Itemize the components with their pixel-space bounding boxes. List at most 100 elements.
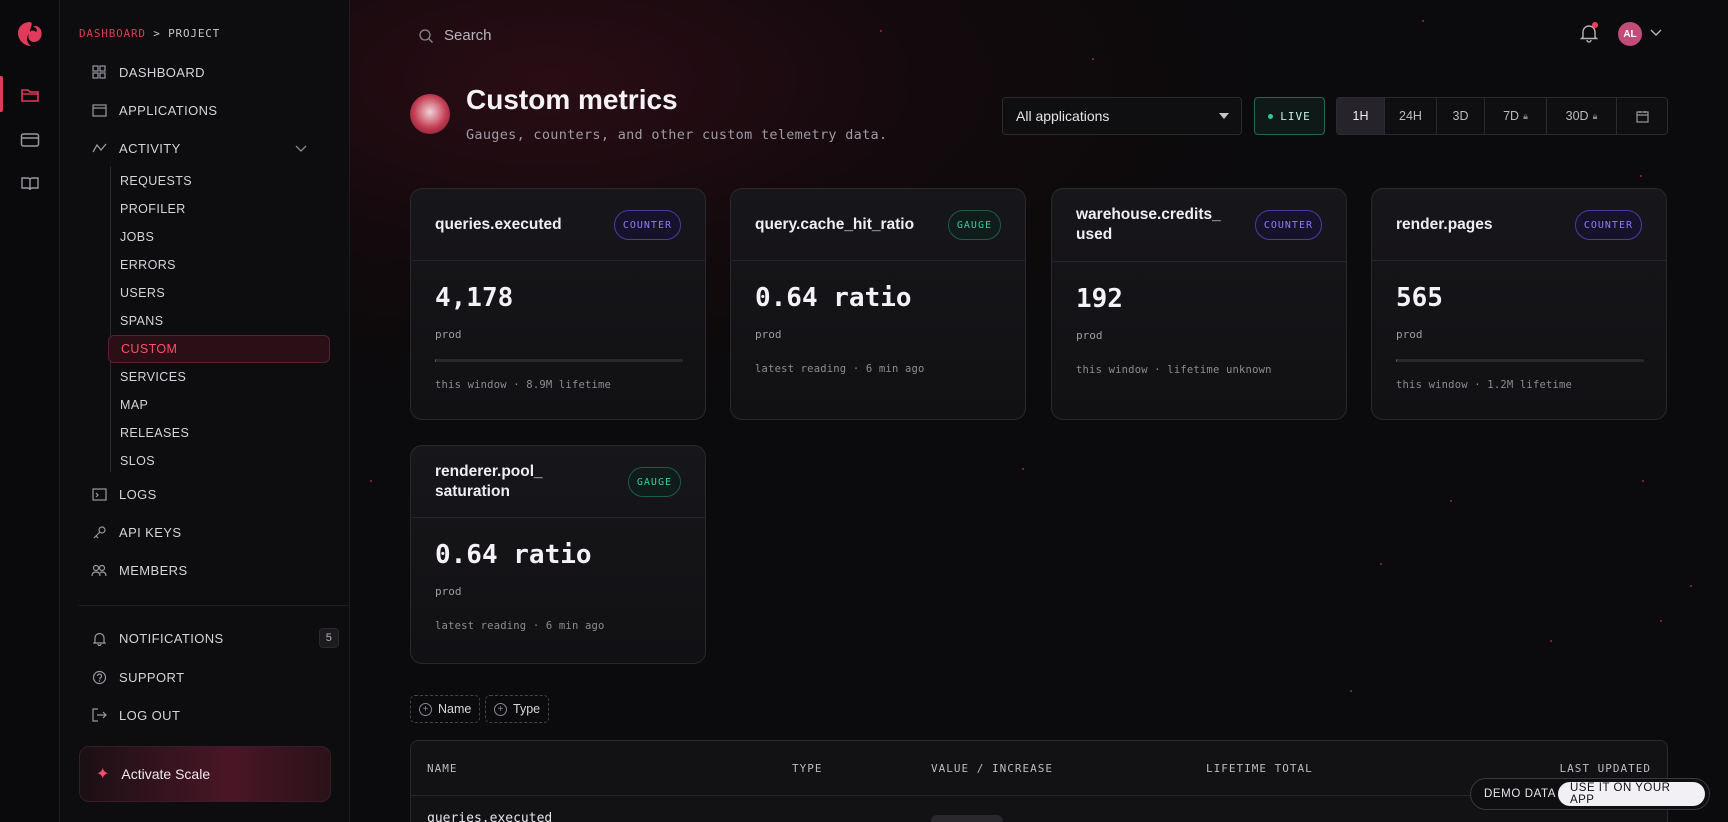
metric-footer: this window · 8.9M lifetime — [435, 379, 612, 391]
calendar-icon — [1635, 110, 1649, 123]
activate-scale-button[interactable]: ✦ Activate Scale — [79, 746, 331, 802]
metric-value: 0.64 ratio — [755, 283, 912, 313]
sidebar-item-logout[interactable]: LOG OUT — [79, 700, 319, 730]
range-3d[interactable]: 3D — [1437, 98, 1485, 134]
sidebar-subitem-profiler[interactable]: PROFILER — [120, 202, 186, 216]
metric-environment: prod — [435, 585, 462, 598]
sidebar-subitem-jobs[interactable]: JOBS — [120, 230, 155, 244]
card-icon[interactable] — [18, 128, 42, 152]
metric-name: warehouse.credits_ used — [1076, 206, 1221, 243]
metric-card[interactable]: warehouse.credits_ used COUNTER 192 prod… — [1051, 188, 1347, 420]
sidebar-item-api-keys[interactable]: API KEYS — [79, 517, 319, 547]
plus-circle-icon: + — [494, 702, 507, 716]
folder-icon[interactable] — [18, 83, 42, 107]
metric-value: 565 — [1396, 283, 1443, 313]
metric-type-badge: COUNTER — [1254, 210, 1322, 240]
grid-icon — [91, 64, 107, 80]
search-bar[interactable]: Search — [418, 27, 492, 44]
metric-type-badge: COUNTER — [1574, 210, 1642, 240]
sidebar-subitem-errors[interactable]: ERRORS — [120, 258, 176, 272]
metric-footer: latest reading · 6 min ago — [755, 363, 925, 375]
demo-data-banner: DEMO DATA USE IT ON YOUR APP — [1470, 778, 1710, 810]
filter-label: Type — [513, 702, 541, 716]
metric-card[interactable]: renderer.pool_ saturation GAUGE 0.64 rat… — [410, 445, 706, 664]
metric-environment: prod — [435, 328, 462, 341]
sidebar-item-dashboard[interactable]: DASHBOARD — [79, 57, 319, 87]
filter-name-button[interactable]: + Name — [410, 695, 481, 723]
metric-value: 4,178 — [435, 283, 514, 313]
avatar[interactable]: AL — [1618, 22, 1642, 46]
column-header-last-updated[interactable]: LAST UPDATED — [1559, 762, 1651, 775]
range-7d-label: 7D — [1503, 109, 1520, 123]
sidebar: DASHBOARD > PROJECT DASHBOARD APPLICATIO… — [60, 0, 350, 822]
sidebar-subitem-slos[interactable]: SLOS — [120, 454, 155, 468]
sidebar-item-label: MEMBERS — [119, 562, 188, 578]
main-content: Search AL Custom metrics Gauges, counter… — [350, 0, 1728, 822]
sidebar-subitem-releases[interactable]: RELEASES — [120, 426, 190, 440]
range-7d[interactable]: 7D 🔒︎ — [1485, 98, 1547, 134]
table-cell-chip — [931, 815, 1003, 822]
calendar-button[interactable] — [1617, 98, 1667, 134]
chevron-down-icon[interactable] — [1650, 26, 1662, 40]
range-30d-label: 30D — [1565, 109, 1589, 123]
users-icon — [91, 562, 107, 578]
sidebar-subitem-services[interactable]: SERVICES — [120, 370, 187, 384]
notification-dot — [1592, 22, 1598, 28]
sidebar-item-members[interactable]: MEMBERS — [79, 555, 319, 585]
range-1h[interactable]: 1H — [1337, 98, 1385, 134]
metric-type-badge: COUNTER — [613, 210, 681, 240]
project-logo-icon — [410, 94, 450, 134]
live-toggle[interactable]: LIVE — [1254, 97, 1325, 135]
sidebar-item-notifications[interactable]: NOTIFICATIONS 5 — [79, 623, 339, 653]
metric-progress-bar — [1396, 359, 1644, 362]
sidebar-item-applications[interactable]: APPLICATIONS — [79, 95, 319, 125]
metric-footer: this window · 1.2M lifetime — [1396, 379, 1573, 391]
metric-card-header: queries.executed COUNTER — [411, 189, 705, 261]
notifications-count-badge: 5 — [319, 628, 339, 648]
sidebar-item-support[interactable]: SUPPORT — [79, 662, 319, 692]
activity-icon — [91, 140, 107, 156]
search-input[interactable]: Search — [444, 27, 492, 44]
rail-active-indicator — [0, 76, 3, 112]
sidebar-subitem-requests[interactable]: REQUESTS — [120, 174, 192, 188]
sidebar-subitem-map[interactable]: MAP — [120, 398, 149, 412]
breadcrumb-root[interactable]: DASHBOARD — [79, 27, 146, 40]
sidebar-subitem-spans[interactable]: SPANS — [120, 314, 164, 328]
help-icon — [91, 669, 107, 685]
sidebar-item-label: ACTIVITY — [119, 140, 181, 156]
metric-card-header: render.pages COUNTER — [1372, 189, 1666, 261]
range-24h[interactable]: 24H — [1385, 98, 1437, 134]
sidebar-subitem-custom[interactable]: CUSTOM — [108, 335, 330, 363]
metric-card[interactable]: queries.executed COUNTER 4,178 prod this… — [410, 188, 706, 420]
metric-card[interactable]: render.pages COUNTER 565 prod this windo… — [1371, 188, 1667, 420]
table-cell-name[interactable]: queries.executed — [427, 811, 553, 822]
sidebar-subitem-users[interactable]: USERS — [120, 286, 166, 300]
filter-type-button[interactable]: + Type — [485, 695, 550, 723]
metric-card-header: warehouse.credits_ used COUNTER — [1052, 189, 1346, 262]
column-header-type[interactable]: TYPE — [792, 762, 823, 775]
range-30d[interactable]: 30D 🔒︎ — [1547, 98, 1617, 134]
search-icon — [419, 28, 433, 43]
column-header-name[interactable]: NAME — [427, 762, 458, 775]
application-select[interactable]: All applications — [1002, 97, 1242, 135]
sidebar-item-logs[interactable]: LOGS — [79, 479, 319, 509]
metric-progress-bar — [435, 359, 683, 362]
notifications-bell-icon[interactable] — [1578, 22, 1600, 44]
metric-value: 192 — [1076, 284, 1123, 314]
time-range-selector: 1H 24H 3D 7D 🔒︎ 30D 🔒︎ — [1336, 97, 1668, 135]
metric-name: query.cache_hit_ratio — [755, 216, 915, 233]
sidebar-item-label: DASHBOARD — [119, 64, 205, 80]
metric-card[interactable]: query.cache_hit_ratio GAUGE 0.64 ratio p… — [730, 188, 1026, 420]
activate-scale-label: Activate Scale — [121, 766, 211, 782]
use-on-app-button[interactable]: USE IT ON YOUR APP — [1557, 782, 1705, 806]
breadcrumb-current: PROJECT — [168, 27, 221, 40]
metric-value: 0.64 ratio — [435, 540, 592, 570]
breadcrumb: DASHBOARD > PROJECT — [79, 27, 220, 40]
column-header-value[interactable]: VALUE / INCREASE — [931, 762, 1053, 775]
app-logo-icon[interactable] — [14, 18, 46, 50]
chevron-down-icon[interactable] — [295, 141, 307, 156]
metric-name: render.pages — [1396, 216, 1493, 233]
column-header-lifetime[interactable]: LIFETIME TOTAL — [1206, 762, 1313, 775]
sidebar-item-activity[interactable]: ACTIVITY — [79, 133, 319, 163]
book-icon[interactable] — [18, 172, 42, 196]
